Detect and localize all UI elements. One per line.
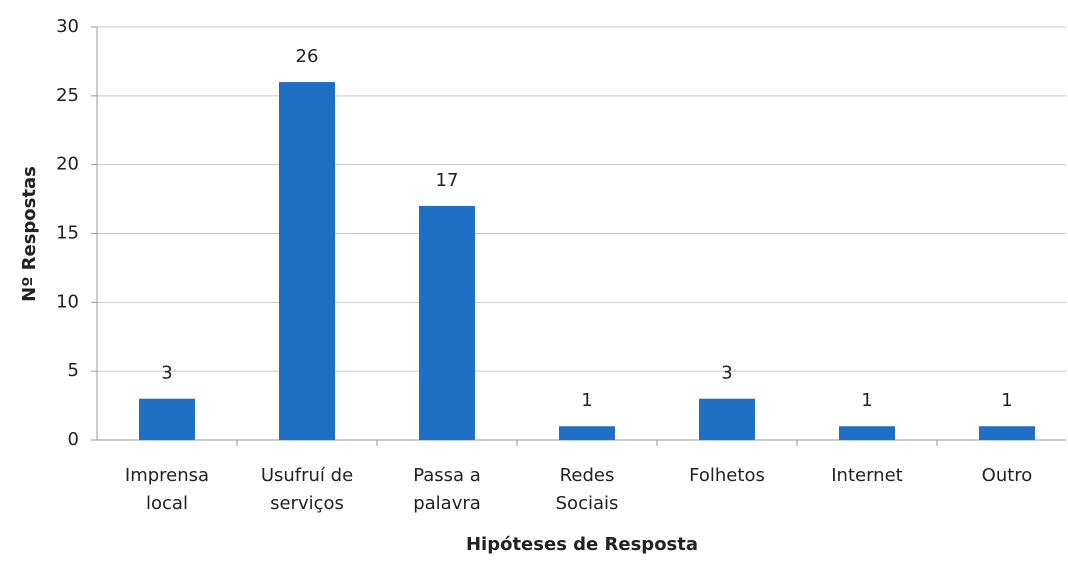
x-tick-label: Imprensa local [125,465,209,514]
value-label: 17 [436,170,459,191]
bar [979,426,1035,440]
y-tick-label: 15 [56,223,79,244]
y-tick-label: 10 [56,291,79,312]
y-tick-label: 20 [56,154,79,175]
value-label: 3 [721,363,732,384]
bar [839,426,895,440]
value-label: 3 [161,363,172,384]
value-label: 1 [581,390,592,411]
y-axis-label: Nº Respostas [19,166,40,302]
value-label: 1 [1001,390,1012,411]
y-tick-label: 0 [68,429,79,450]
x-tick-label: Redes Sociais [556,465,619,514]
value-label: 1 [861,390,872,411]
bar [279,82,335,441]
x-tick-label: Internet [831,465,902,486]
x-tick-label: Passa a palavra [413,465,481,514]
x-tick-label: Usufruí de serviços [261,465,353,514]
bar [139,398,195,440]
bar [559,426,615,440]
x-tick-label: Folhetos [689,465,765,486]
x-tick-label: Outro [982,465,1033,486]
y-tick-label: 5 [68,360,79,381]
bar [699,398,755,440]
y-tick-label: 25 [56,85,79,106]
bar [419,205,475,440]
x-axis-label: Hipóteses de Resposta [466,534,698,555]
y-tick-label: 30 [56,16,79,37]
value-label: 26 [296,46,319,67]
